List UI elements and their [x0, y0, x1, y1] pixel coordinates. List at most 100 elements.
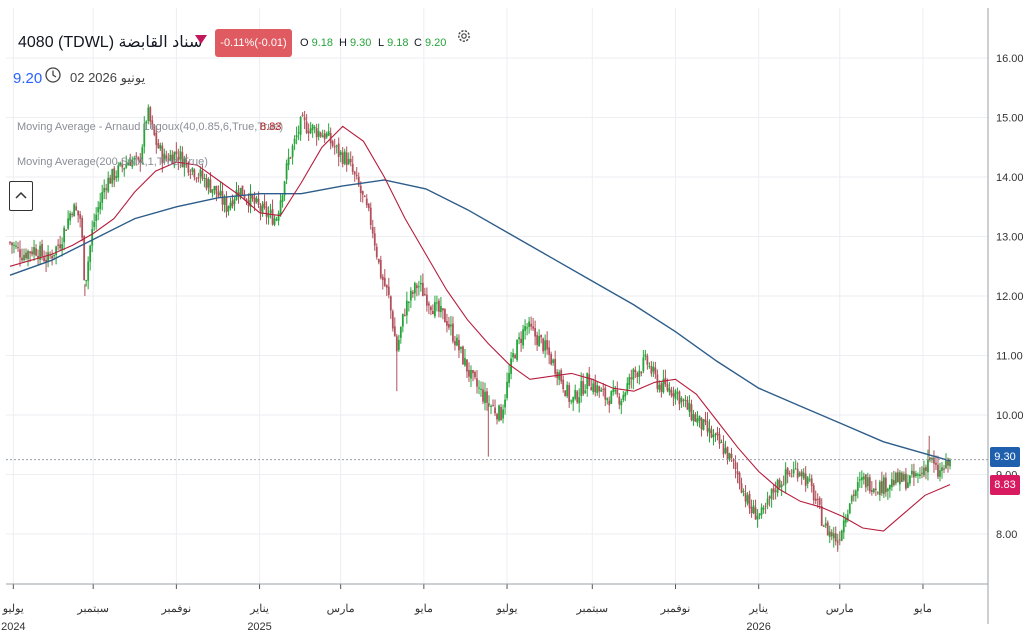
candle — [115, 170, 118, 182]
candle-body — [464, 357, 466, 366]
candle — [241, 185, 244, 197]
candle-body — [470, 369, 472, 379]
candle-body — [660, 383, 663, 393]
candle — [584, 384, 587, 394]
candle-body — [604, 387, 607, 400]
candle — [333, 138, 336, 155]
candle-body — [333, 146, 336, 148]
candle-body — [37, 255, 39, 259]
candle-body — [504, 399, 506, 408]
candle-body — [734, 462, 737, 470]
candle-body — [421, 282, 424, 297]
candle-body — [466, 359, 468, 372]
candle-body — [798, 472, 801, 477]
candle — [941, 461, 943, 479]
clock-icon[interactable] — [44, 66, 62, 84]
candle-body — [395, 336, 398, 351]
candle — [213, 185, 216, 195]
candle-body — [522, 329, 524, 346]
candle — [923, 460, 925, 478]
y-tick-label: 16.00 — [996, 53, 1024, 65]
candle-body — [778, 479, 781, 488]
y-tick-label: 11.00 — [996, 351, 1023, 363]
indicator-alma-label[interactable]: Moving Average - Arnaud Legoux(40,0.85,6… — [17, 121, 284, 133]
candle — [285, 159, 288, 185]
candle-body — [945, 458, 947, 469]
candle-body — [596, 385, 599, 394]
candle — [261, 201, 264, 217]
candle-body — [241, 185, 244, 196]
candle-body — [446, 321, 448, 326]
candle — [806, 475, 809, 489]
candle-body — [309, 128, 312, 134]
candle — [227, 205, 230, 216]
indicator-sma-label[interactable]: Moving Average(200,SMA,1,True,True) — [17, 156, 208, 168]
candle — [526, 323, 529, 336]
candle-body — [387, 286, 390, 296]
candle — [185, 153, 188, 168]
candle — [211, 189, 214, 198]
candle — [712, 428, 715, 446]
candle — [518, 332, 520, 345]
candle-body — [17, 247, 19, 249]
gear-icon[interactable] — [456, 28, 472, 44]
candle-body — [337, 143, 340, 158]
candle-body — [909, 475, 911, 484]
candle-body — [419, 282, 422, 285]
candle-body — [870, 490, 873, 492]
candle-body — [770, 489, 773, 500]
candle — [640, 371, 643, 377]
candle-body — [750, 507, 753, 514]
candle — [135, 152, 138, 166]
candle — [71, 211, 74, 218]
candle-body — [738, 472, 741, 484]
candle — [79, 210, 82, 228]
candle — [774, 481, 777, 500]
candle-body — [301, 114, 304, 117]
candle — [626, 377, 629, 395]
candle — [464, 349, 466, 367]
candle — [702, 418, 705, 431]
candle — [580, 372, 583, 403]
candle-body — [706, 421, 709, 432]
candle-body — [155, 132, 158, 145]
candle-body — [728, 453, 731, 459]
candle-body — [494, 407, 496, 414]
candle — [490, 404, 492, 414]
candle-body — [818, 498, 821, 505]
candle — [542, 337, 545, 354]
candle — [167, 153, 170, 164]
candle — [13, 242, 15, 254]
candle-body — [456, 337, 458, 346]
candle — [67, 210, 70, 231]
candle-body — [696, 418, 699, 424]
candle-body — [39, 245, 41, 260]
candle — [552, 358, 555, 366]
candle — [734, 455, 737, 479]
candle — [838, 531, 841, 546]
candle-body — [844, 518, 847, 523]
x-tick-label: يناير — [748, 603, 768, 615]
candle — [315, 123, 318, 146]
candle — [478, 380, 480, 395]
candle-body — [79, 214, 82, 219]
candle — [149, 106, 152, 126]
candle — [670, 386, 673, 398]
candle-body — [105, 188, 108, 190]
candle-body — [177, 156, 180, 161]
candle — [321, 129, 324, 138]
candle — [399, 326, 402, 344]
collapse-legend-button[interactable] — [9, 181, 33, 211]
candle — [65, 229, 68, 231]
candle — [746, 492, 749, 506]
candle-body — [822, 525, 825, 527]
candle-body — [87, 261, 90, 281]
candle-body — [634, 369, 637, 373]
candle-body — [588, 374, 591, 386]
candle-body — [546, 340, 549, 350]
candle-body — [480, 388, 482, 390]
candle — [596, 381, 599, 396]
candle-body — [632, 369, 635, 380]
candle — [600, 387, 603, 392]
